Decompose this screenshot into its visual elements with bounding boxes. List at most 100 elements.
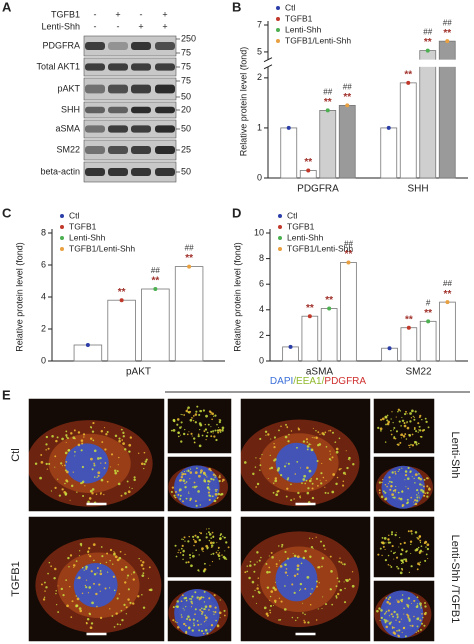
speckle (419, 604, 422, 607)
speckle (261, 454, 263, 456)
speckle (100, 546, 103, 548)
speckle (280, 425, 282, 428)
speckle (319, 479, 321, 481)
speckle (325, 480, 327, 482)
speckle (290, 483, 292, 486)
speckle (140, 559, 142, 562)
speckle (131, 573, 133, 575)
speckle (342, 484, 345, 487)
speckle (186, 470, 188, 472)
speckle (404, 473, 408, 477)
legend-marker (278, 247, 282, 251)
speckle (183, 471, 185, 473)
speckle (198, 444, 202, 448)
speckle (415, 499, 419, 502)
speckle (319, 540, 323, 543)
bar (399, 82, 417, 179)
bar (141, 288, 170, 362)
speckle (113, 551, 115, 553)
speckle (61, 437, 64, 441)
speckle (208, 488, 211, 491)
speckle (207, 479, 210, 483)
speckle (218, 479, 221, 483)
speckle (91, 488, 95, 491)
speckle (197, 434, 200, 438)
bar (107, 299, 136, 362)
speckle (197, 623, 200, 626)
y-tick-label: 5 (257, 46, 262, 56)
speckle (380, 418, 383, 421)
speckle (187, 615, 190, 618)
speckle (204, 605, 208, 608)
speckle (217, 492, 221, 496)
speckle (190, 598, 193, 600)
speckle (278, 429, 280, 432)
speckle (219, 493, 223, 496)
speckle (188, 431, 190, 433)
speckle (308, 443, 311, 446)
speckle (180, 547, 183, 550)
blot-band (108, 84, 128, 94)
micrograph (373, 516, 435, 578)
speckle (204, 474, 207, 476)
speckle (331, 603, 334, 606)
speckle (116, 558, 120, 562)
speckle (307, 487, 310, 490)
blot-strip (83, 77, 177, 101)
condition-label: TGFB1 (51, 9, 80, 19)
speckle (415, 547, 419, 551)
speckle (310, 443, 312, 445)
blot-band (155, 63, 175, 71)
speckle (393, 496, 396, 499)
speckle (221, 480, 224, 483)
speckle (60, 462, 63, 465)
marker-label: 20 (181, 104, 191, 114)
speckle (118, 593, 121, 595)
speckle (116, 597, 119, 600)
speckle (299, 496, 302, 499)
speckle (272, 604, 274, 607)
speckle (133, 476, 136, 479)
speckle (312, 427, 314, 429)
speckle (256, 482, 260, 486)
speckle (186, 617, 189, 621)
speckle (385, 497, 387, 499)
speckle (290, 499, 293, 502)
speckle (212, 473, 216, 476)
speckle (416, 602, 418, 605)
blot-band (131, 168, 151, 176)
speckle (194, 613, 196, 616)
speckle (386, 485, 388, 488)
speckle (212, 430, 215, 433)
speckle (170, 429, 173, 432)
y-tick-label: 8 (259, 253, 264, 263)
speckle (201, 610, 204, 614)
nucleus (64, 443, 109, 484)
speckle (219, 617, 221, 619)
speckle (394, 489, 397, 491)
speckle (194, 608, 197, 611)
speckle (389, 488, 392, 491)
speckle (426, 547, 430, 551)
speckle (47, 447, 50, 450)
row-label: pAKT (57, 83, 80, 93)
speckle (399, 552, 403, 556)
speckle (203, 479, 207, 483)
speckle (412, 501, 414, 503)
speckle (85, 565, 88, 569)
speckle (79, 542, 83, 546)
speckle (308, 479, 312, 483)
bar (419, 320, 437, 362)
speckle (280, 474, 283, 477)
speckle (210, 469, 212, 472)
speckle (275, 493, 279, 497)
y-tick-label: 0 (41, 355, 46, 365)
speckle (70, 432, 73, 435)
speckle (94, 573, 96, 575)
speckle (387, 620, 389, 622)
speckle (337, 592, 340, 596)
legend-marker (278, 214, 282, 218)
speckle (189, 478, 191, 480)
legend-marker (276, 28, 280, 32)
